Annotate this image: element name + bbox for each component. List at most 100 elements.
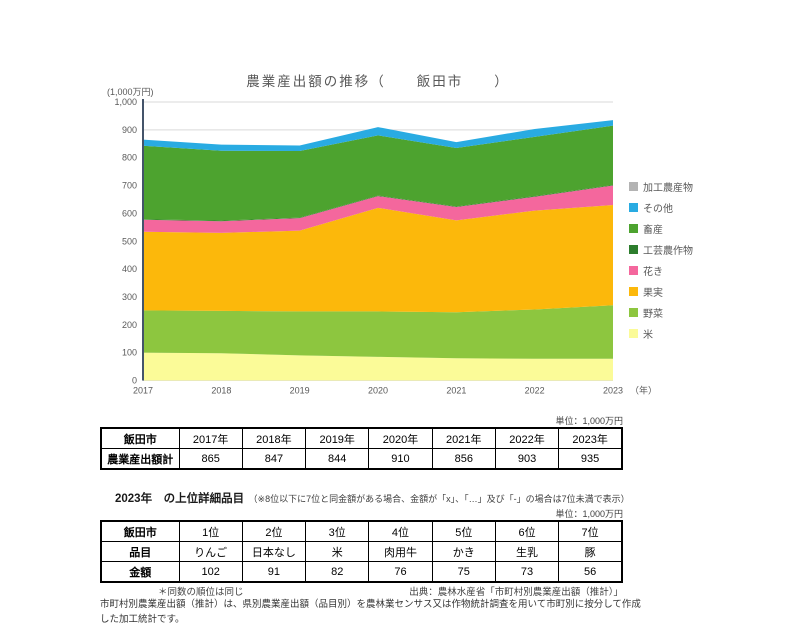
x-tick-label: 2023 <box>603 386 623 396</box>
chart-title: 農業産出額の推移（ 飯田市 ） <box>246 74 510 89</box>
ranking-section-title: 2023年 の上位詳細品目 （※8位以下に7位と同金額がある場合、金額が「x」、… <box>115 489 785 507</box>
row-header-cell: 飯田市 <box>100 520 180 542</box>
x-tick-label: 2018 <box>211 386 231 396</box>
legend-item: 工芸農作物 <box>629 239 693 260</box>
data-cell: 56 <box>558 561 623 583</box>
legend-item: 果実 <box>629 281 693 302</box>
table-row: 飯田市 1位 2位 3位 4位 5位 6位 7位 <box>100 520 623 542</box>
y-tick-label: 400 <box>122 264 137 274</box>
legend-item: 米 <box>629 323 693 344</box>
ranking-section-title-note: （※8位以下に7位と同金額がある場合、金額が「x」、「…」及び「-」の場合は7位… <box>248 494 630 504</box>
legend-label: 加工農産物 <box>643 183 693 194</box>
data-cell: 844 <box>305 448 370 470</box>
data-cell: 91 <box>241 561 307 583</box>
annual-output-table-body: 飯田市 2017年 2018年 2019年 2020年 2021年 2022年 2023年 農業… <box>100 427 623 470</box>
y-tick-label: 0 <box>132 376 137 386</box>
y-tick-label: 100 <box>122 348 137 358</box>
data-cell: 82 <box>305 561 370 583</box>
ranking-section-title-bold: 2023年 の上位詳細品目 <box>115 493 245 505</box>
legend-swatch-icon <box>629 329 638 338</box>
data-cell: 2021年 <box>431 427 496 449</box>
rank-footnote: ＊同数の順位は同じ <box>158 587 244 598</box>
data-cell: 73 <box>494 561 560 583</box>
data-cell: 2019年 <box>305 427 370 449</box>
legend-item: 野菜 <box>629 302 693 323</box>
x-tick-label: 2017 <box>133 386 153 396</box>
area-series <box>143 125 613 221</box>
legend-item: 花き <box>629 260 693 281</box>
row-header-cell: 金額 <box>100 561 180 583</box>
table-row: 飯田市 2017年 2018年 2019年 2020年 2021年 2022年 2023年 <box>100 427 623 449</box>
legend-item: その他 <box>629 197 693 218</box>
table2-unit-label: 単位：1,000万円 <box>555 509 623 519</box>
legend-swatch-icon <box>629 245 638 254</box>
annual-output-table: 飯田市 2017年 2018年 2019年 2020年 2021年 2022年 2023年 農業… <box>100 427 623 470</box>
y-axis-unit-label: (1,000万円) <box>107 87 154 97</box>
legend-label: 野菜 <box>643 309 663 320</box>
data-cell: 2020年 <box>368 427 433 449</box>
data-cell: 7位 <box>558 520 623 542</box>
y-tick-label: 800 <box>122 153 137 163</box>
table-row: 品目 りんご 日本なし米肉用牛 かき 生乳豚 <box>100 541 623 562</box>
data-cell: 日本なし <box>241 541 307 562</box>
row-header-cell: 飯田市 <box>100 427 180 449</box>
area-series <box>143 305 613 359</box>
x-tick-label: 2021 <box>446 386 466 396</box>
y-tick-label: 600 <box>122 208 137 218</box>
data-cell: 6位 <box>494 520 560 542</box>
data-cell: 5位 <box>431 520 496 542</box>
y-tick-label: 900 <box>122 125 137 135</box>
legend-swatch-icon <box>629 266 638 275</box>
data-cell: 76 <box>368 561 433 583</box>
legend-item: 畜産 <box>629 218 693 239</box>
data-cell: 3位 <box>305 520 370 542</box>
data-cell: 肉用牛 <box>368 541 433 562</box>
data-cell: 2023年 <box>558 427 623 449</box>
table-row: 農業産出額計 865 847 844 910 856 903 935 <box>100 448 623 470</box>
area-series <box>143 120 613 152</box>
data-cell: 847 <box>241 448 307 470</box>
row-header-cell: 品目 <box>100 541 180 562</box>
data-cell: りんご <box>178 541 243 562</box>
x-tick-label: 2019 <box>290 386 310 396</box>
data-cell: 2022年 <box>494 427 560 449</box>
chart-legend: 加工農産物その他畜産工芸農作物花き果実野菜米 <box>629 176 693 344</box>
data-cell: 1位 <box>178 520 243 542</box>
data-cell: 米 <box>305 541 370 562</box>
data-cell: 865 <box>178 448 243 470</box>
methodology-note: 市町村別農業産出額（推計）は、県別農業産出額（品目別）を農林業センサス又は作物統… <box>100 599 641 625</box>
data-cell: 2位 <box>241 520 307 542</box>
table1-unit-label: 単位：1,000万円 <box>555 416 623 426</box>
y-tick-label: 700 <box>122 181 137 191</box>
data-cell: 2018年 <box>241 427 307 449</box>
x-axis-unit-label: （年） <box>630 385 657 396</box>
data-cell: 935 <box>558 448 623 470</box>
legend-label: 米 <box>643 330 653 341</box>
legend-swatch-icon <box>629 203 638 212</box>
data-cell: 856 <box>431 448 496 470</box>
y-tick-label: 500 <box>122 236 137 246</box>
trend-chart-svg: 0 100 200 300 400 500 600 700 800 900 1,000 2017 201… <box>114 97 657 396</box>
legend-label: 果実 <box>643 288 663 299</box>
y-tick-label: 300 <box>122 292 137 302</box>
x-tick-label: 2020 <box>368 386 388 396</box>
table-row: 金額 102 91 82 76 75 73 56 <box>100 561 623 583</box>
legend-label: 花き <box>643 267 663 278</box>
data-cell: 903 <box>494 448 560 470</box>
data-cell: 生乳 <box>494 541 560 562</box>
legend-label: その他 <box>643 204 673 215</box>
data-cell: 4位 <box>368 520 433 542</box>
top-items-table: 飯田市 1位 2位 3位 4位 5位 6位 7位 品目 りんご 日本なし米肉用牛 かき 生乳豚金額 102… <box>100 520 623 583</box>
data-cell: 102 <box>178 561 243 583</box>
y-tick-label: 1,000 <box>114 97 137 107</box>
legend-swatch-icon <box>629 224 638 233</box>
area-series <box>143 352 613 381</box>
area-series <box>143 205 613 313</box>
data-cell: 豚 <box>558 541 623 562</box>
data-cell: 75 <box>431 561 496 583</box>
legend-label: 工芸農作物 <box>643 246 693 257</box>
x-tick-label: 2022 <box>525 386 545 396</box>
data-cell: 2017年 <box>178 427 243 449</box>
data-cell: かき <box>431 541 496 562</box>
legend-swatch-icon <box>629 287 638 296</box>
